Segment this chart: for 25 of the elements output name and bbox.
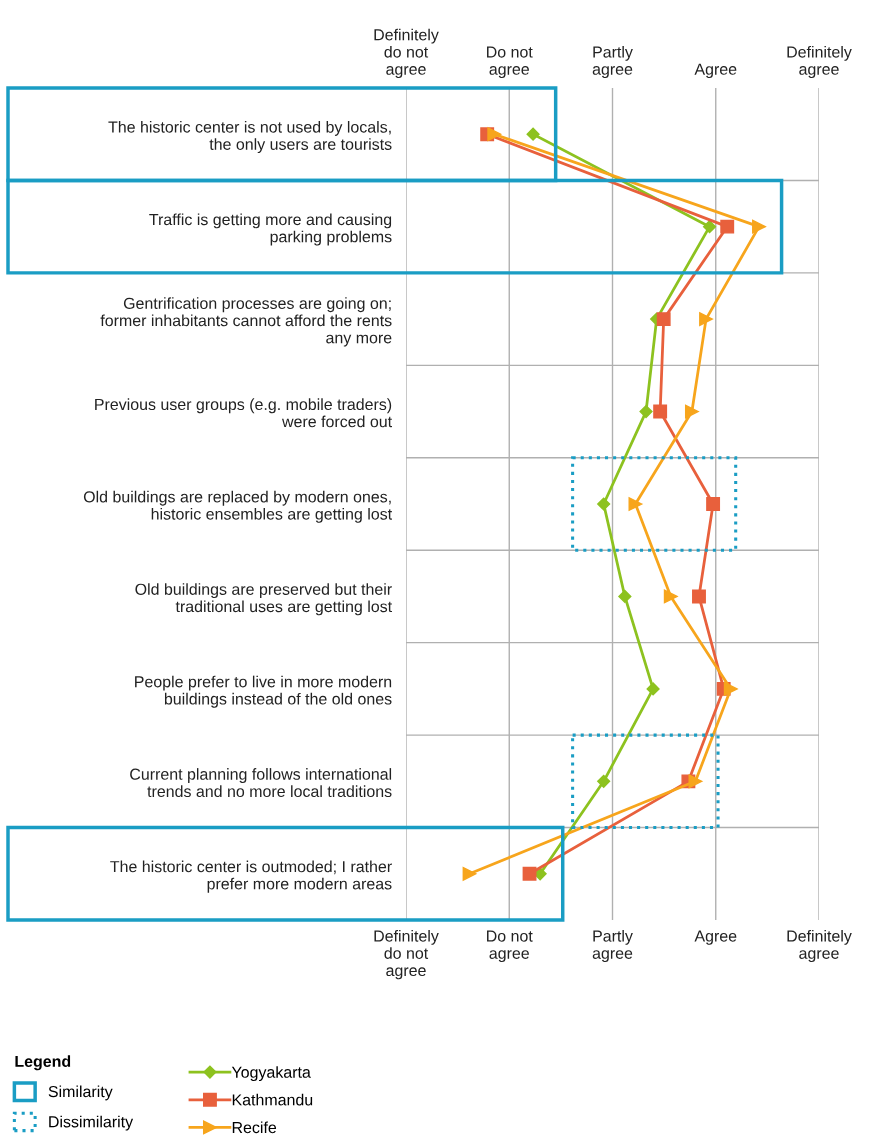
- y-tick-label: The historic center is outmoded; I rather prefer more modern areas: [110, 860, 392, 893]
- y-tick-label: Gentrification processes are going on; former inhabitants cannot afford the rents any more: [100, 297, 392, 347]
- y-tick-label: Old buildings are preserved but their traditional uses are getting lost: [135, 583, 393, 616]
- y-tick-label: Old buildings are replaced by modern ones, historic ensembles are getting lost: [83, 490, 393, 523]
- legend-label: Yogyakarta: [231, 1066, 311, 1082]
- text: Agree: [694, 930, 737, 945]
- text: Do not agree: [487, 930, 533, 963]
- text: Similarity: [48, 1085, 113, 1101]
- text: Partly agree: [592, 45, 633, 79]
- text: Agree: [694, 63, 737, 79]
- y-tick-label: The historic center is not used by locals, the only users are tourists: [108, 120, 392, 154]
- text: Definitely agree: [787, 929, 852, 963]
- legend-title: Legend: [15, 1055, 71, 1071]
- text: Do not agree: [487, 46, 533, 79]
- text: Definitely do not agree: [374, 28, 439, 79]
- y-tick-label: Current planning follows international trends and no more local traditions: [130, 768, 392, 798]
- legend-label: Kathmandu: [232, 1093, 313, 1106]
- text: Definitely agree: [787, 45, 852, 79]
- text: Dissimilarity: [49, 1115, 134, 1131]
- y-tick-label: Traffic is getting more and causing parking problems: [149, 213, 392, 246]
- y-tick-label: Previous user groups (e.g. mobile traders) were forced out: [95, 398, 392, 428]
- y-tick-label: People prefer to live in more modern buildings instead of the old ones: [135, 675, 392, 708]
- text: Partly agree: [592, 929, 633, 963]
- legend-label: Recife: [232, 1121, 277, 1134]
- text: Definitely do not agree: [374, 929, 439, 980]
